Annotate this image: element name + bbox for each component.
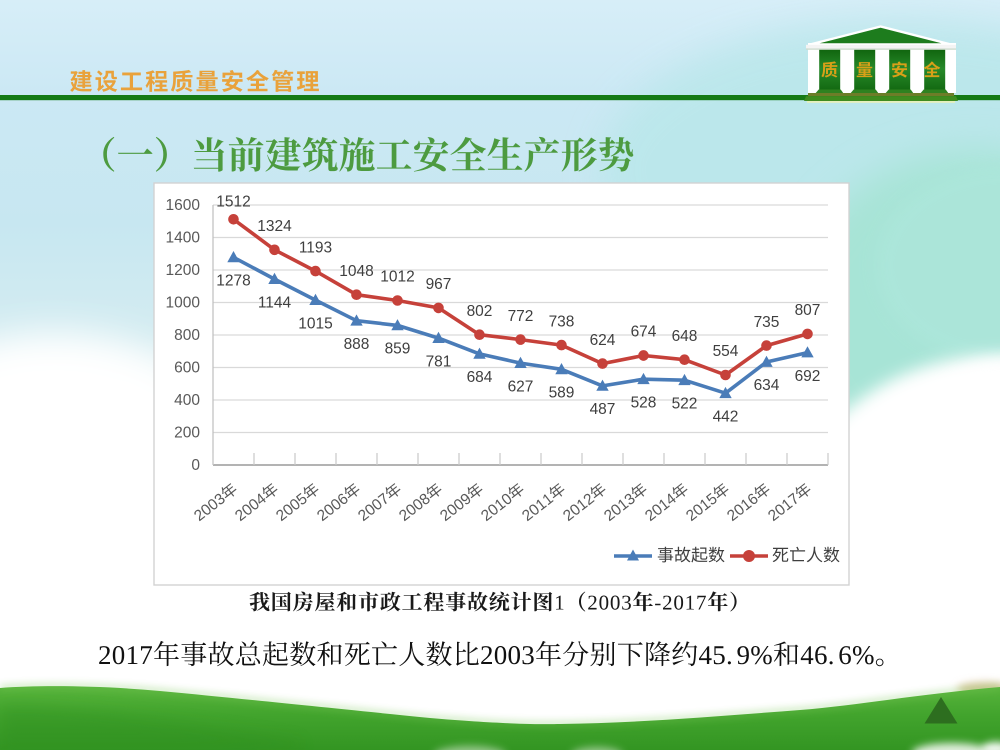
- svg-text:1193: 1193: [299, 239, 332, 256]
- svg-text:967: 967: [426, 276, 452, 293]
- svg-text:200: 200: [174, 425, 200, 442]
- svg-text:1512: 1512: [216, 194, 250, 211]
- svg-text:400: 400: [174, 392, 200, 409]
- svg-text:674: 674: [631, 324, 657, 341]
- svg-text:1048: 1048: [339, 263, 373, 280]
- svg-text:1324: 1324: [257, 218, 292, 235]
- svg-text:738: 738: [549, 313, 575, 330]
- svg-text:1000: 1000: [166, 295, 201, 312]
- svg-text:522: 522: [672, 395, 698, 412]
- svg-text:807: 807: [795, 302, 821, 319]
- svg-text:624: 624: [590, 332, 616, 349]
- svg-text:1278: 1278: [216, 273, 250, 290]
- svg-text:735: 735: [754, 314, 780, 331]
- svg-text:800: 800: [174, 327, 200, 344]
- svg-text:627: 627: [508, 378, 534, 395]
- svg-text:1144: 1144: [258, 294, 292, 311]
- svg-text:859: 859: [385, 341, 411, 358]
- svg-text:772: 772: [508, 308, 534, 325]
- svg-text:648: 648: [672, 328, 698, 345]
- svg-text:528: 528: [631, 394, 657, 411]
- svg-text:487: 487: [590, 401, 616, 418]
- svg-text:1400: 1400: [166, 230, 201, 247]
- svg-text:802: 802: [467, 303, 493, 320]
- svg-text:634: 634: [754, 377, 780, 394]
- svg-text:1200: 1200: [166, 262, 201, 279]
- svg-text:692: 692: [795, 368, 821, 385]
- svg-text:600: 600: [174, 360, 200, 377]
- svg-text:442: 442: [713, 408, 739, 425]
- svg-text:1012: 1012: [380, 269, 414, 286]
- svg-text:684: 684: [467, 369, 493, 386]
- svg-text:1600: 1600: [166, 197, 201, 214]
- svg-text:589: 589: [549, 385, 575, 402]
- svg-text:781: 781: [426, 353, 452, 370]
- svg-text:554: 554: [713, 343, 739, 360]
- svg-text:0: 0: [191, 457, 200, 474]
- svg-text:888: 888: [344, 336, 370, 353]
- svg-text:1015: 1015: [298, 315, 332, 332]
